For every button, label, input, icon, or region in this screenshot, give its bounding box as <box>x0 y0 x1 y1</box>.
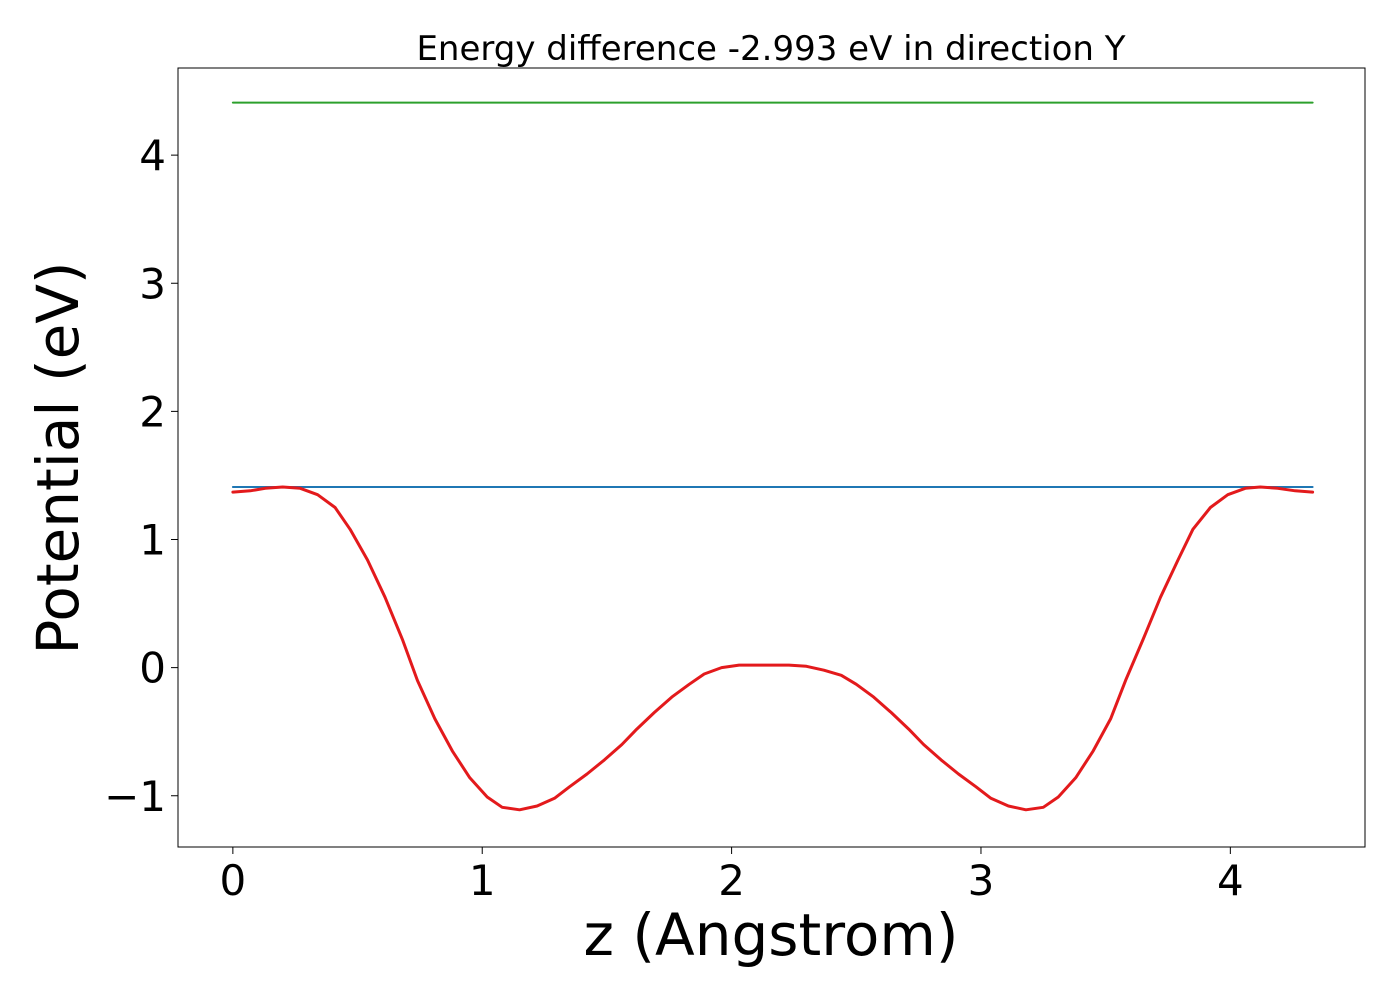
potential-curve-series <box>231 485 1315 812</box>
y-tick-label: 3 <box>139 259 166 308</box>
chart-title: Energy difference -2.993 eV in direction… <box>416 29 1125 69</box>
x-tick-label: 4 <box>1217 856 1244 905</box>
y-tick-label: −1 <box>104 772 166 821</box>
x-axis-ticks: 0 1 2 3 4 <box>219 847 1244 905</box>
x-tick-label: 1 <box>469 856 496 905</box>
y-tick-label: 4 <box>139 131 166 180</box>
y-tick-label: 0 <box>139 644 166 693</box>
y-axis-ticks: −1 0 1 2 3 4 <box>104 131 178 821</box>
series-layer <box>231 101 1315 812</box>
x-tick-label: 2 <box>718 856 745 905</box>
x-tick-label: 3 <box>968 856 995 905</box>
plot-frame <box>177 67 1366 848</box>
x-tick-label: 0 <box>219 856 246 905</box>
y-axis-label: Potential (eV) <box>24 261 92 654</box>
x-axis-label: z (Angstrom) <box>584 901 959 969</box>
y-tick-label: 2 <box>139 387 166 436</box>
y-tick-label: 1 <box>139 516 166 565</box>
